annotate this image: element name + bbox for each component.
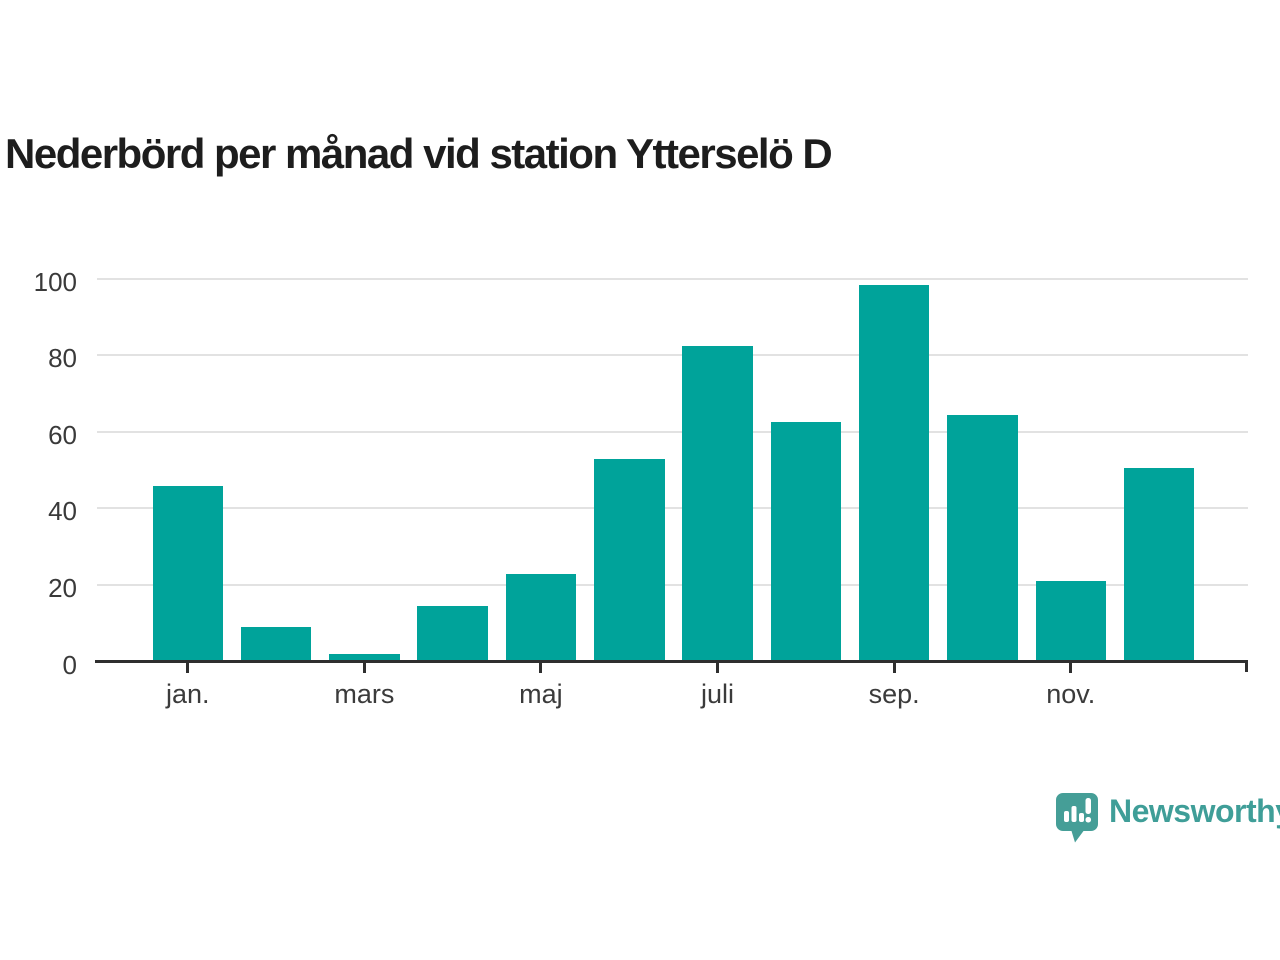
y-axis-tick-label: 100	[33, 266, 77, 297]
x-axis-tick-label: jan.	[165, 679, 210, 709]
gridline	[97, 583, 1248, 586]
bar-chart-bubble-icon	[1054, 791, 1100, 850]
bar	[594, 458, 665, 662]
x-axis-tick	[892, 663, 896, 673]
bar	[329, 653, 400, 662]
chart-title: Nederbörd per månad vid station Yttersel…	[5, 130, 833, 177]
newsworthy-logo-text: Newsworthy	[1109, 793, 1280, 829]
x-axis-tick-label: nov.	[1046, 679, 1096, 709]
y-axis-tick-label: 20	[48, 572, 77, 603]
x-axis-line	[95, 660, 1248, 663]
gridline	[97, 354, 1248, 357]
bar	[1123, 468, 1195, 662]
y-axis-tick-label: 60	[48, 419, 77, 450]
newsworthy-logo: Newsworthy	[1054, 791, 1280, 850]
bar	[858, 284, 930, 662]
bar	[1035, 581, 1106, 662]
gridline	[97, 507, 1248, 510]
x-axis-tick	[1069, 663, 1073, 673]
bar	[505, 573, 577, 662]
gridline	[97, 430, 1248, 433]
x-axis-end-tick	[1245, 660, 1248, 672]
y-axis-tick-label: 0	[62, 649, 77, 680]
x-axis-tick-label: mars	[334, 679, 395, 709]
bar	[682, 345, 753, 662]
x-axis-tick-label: juli	[701, 679, 735, 709]
y-axis-tick-label: 40	[48, 496, 77, 527]
x-axis-tick-label: maj	[519, 679, 563, 709]
bar	[240, 627, 312, 662]
bar	[152, 485, 223, 662]
x-axis-tick	[362, 663, 366, 673]
gridline	[97, 277, 1248, 280]
bar	[770, 422, 842, 662]
x-axis-tick	[539, 663, 543, 673]
y-axis-tick-label: 80	[48, 343, 77, 374]
x-axis-tick	[186, 663, 190, 673]
x-axis-tick	[716, 663, 720, 673]
x-axis-tick-label: sep.	[868, 679, 920, 709]
bar	[947, 414, 1018, 662]
bar	[417, 606, 488, 662]
